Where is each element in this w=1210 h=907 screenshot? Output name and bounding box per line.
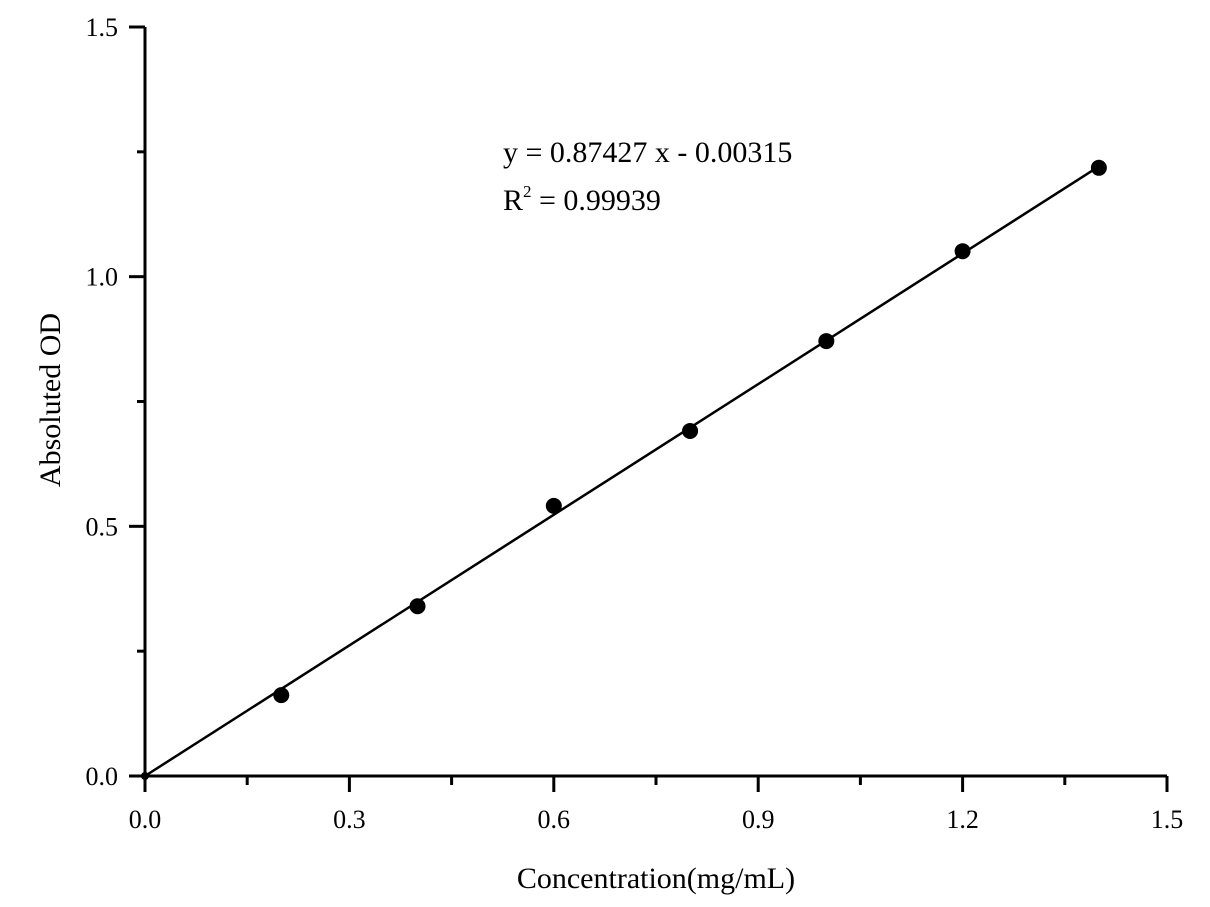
data-point <box>409 598 426 615</box>
data-point <box>954 243 971 260</box>
data-point <box>273 687 290 704</box>
x-tick-label: 0.3 <box>333 805 366 834</box>
x-axis-title: Concentration(mg/mL) <box>517 862 795 895</box>
fit-line <box>144 165 1100 778</box>
y-tick-label: 1.5 <box>86 13 119 42</box>
axes <box>129 25 1169 792</box>
regression-line <box>144 165 1100 778</box>
y-tick-label: 1.0 <box>86 263 119 292</box>
x-tick-label: 0.9 <box>742 805 775 834</box>
regression-equation: y = 0.87427 x - 0.00315 <box>503 136 792 169</box>
y-tick-labels: 0.0 0.5 1.0 1.5 <box>86 13 119 791</box>
data-points <box>141 159 1107 780</box>
y-tick-label: 0.0 <box>86 762 119 791</box>
y-axis-title: Absoluted OD <box>34 313 67 487</box>
data-point <box>818 333 835 350</box>
data-point <box>682 422 699 439</box>
data-point <box>545 497 562 514</box>
y-tick-label: 0.5 <box>86 512 119 541</box>
data-point <box>141 772 149 780</box>
x-tick-label: 0.6 <box>538 805 571 834</box>
x-tick-label: 1.5 <box>1151 805 1184 834</box>
x-tick-label: 0.0 <box>129 805 162 834</box>
data-point <box>1090 159 1107 176</box>
x-tick-label: 1.2 <box>946 805 979 834</box>
x-tick-labels: 0.0 0.3 0.6 0.9 1.2 1.5 <box>129 805 1184 834</box>
r-squared: R2 = 0.99939 <box>503 182 661 217</box>
